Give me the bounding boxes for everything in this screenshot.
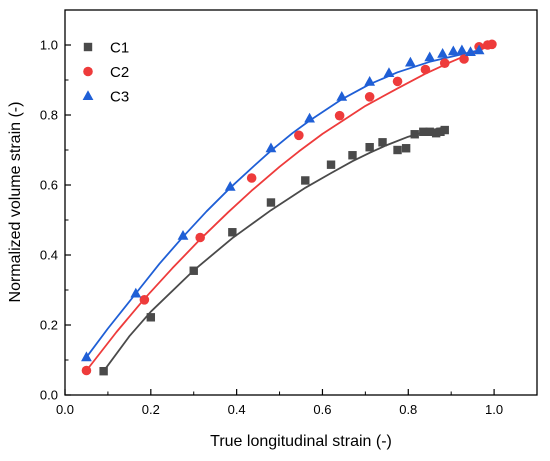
data-point-c3 [424,51,436,62]
legend-label-c2: C2 [110,64,129,81]
data-point-c2 [364,92,375,102]
fit-lines [85,43,495,372]
data-point-c1 [348,151,357,160]
data-point-c2 [487,39,497,50]
data-point-c1 [431,129,441,138]
y-axis-title: Normalized volume strain (-) [7,102,24,303]
data-point-c2 [81,365,92,376]
data-point-c2 [459,54,469,64]
data-point-c2 [139,295,150,305]
y-tick-label: 1.0 [40,38,58,53]
data-point-c3 [364,75,376,86]
y-tick-label: 0.2 [40,318,58,333]
legend-marker-c3 [82,90,94,100]
x-tick-label: 0.0 [56,402,74,417]
legend-marker-c1 [83,42,93,52]
data-point-c1 [301,176,310,185]
fit-line-c1 [102,126,445,372]
y-axis: 0.0 0.2 0.4 0.6 0.8 1.0 [40,38,71,403]
x-tick-label: 0.4 [228,402,246,417]
data-point-c2 [294,130,304,141]
legend-label-c1: C1 [110,40,129,57]
data-point-c3 [130,287,142,298]
y-tick-label: 0.8 [40,108,58,123]
data-point-c1 [146,313,156,322]
data-point-c1 [326,160,336,169]
data-point-c1 [440,125,449,135]
x-tick-label: 0.8 [399,402,417,417]
data-point-c1 [365,143,374,152]
data-point-c3 [336,91,348,101]
data-point-c1 [393,145,402,155]
x-tick-label: 1.0 [485,402,503,417]
y-tick-label: 0.4 [40,248,58,263]
data-point-c2 [334,110,345,121]
data-point-c3 [447,45,459,56]
fit-line-c2 [85,43,495,372]
data-point-c2 [392,76,403,87]
legend: C1 C2 C3 [82,40,129,106]
data-point-c3 [465,46,476,56]
data-point-c1 [99,367,108,376]
data-point-c3 [456,44,468,55]
data-point-c1 [266,198,276,207]
data-point-c1 [401,144,411,153]
data-point-c2 [420,64,431,75]
x-axis: 0.0 0.2 0.4 0.6 0.8 1.0 [56,389,503,417]
data-point-c2 [246,173,257,183]
data-points [81,39,497,376]
data-point-c1 [228,228,237,237]
x-axis-title: True longitudinal strain (-) [210,433,392,450]
plot-frame [64,9,538,396]
data-point-c3 [224,180,236,191]
y-tick-label: 0.6 [40,178,58,193]
data-point-c3 [473,44,485,55]
fit-line-c3 [85,49,480,358]
x-tick-label: 0.6 [313,402,331,417]
data-point-c2 [195,232,205,243]
x-tick-label: 0.2 [142,402,160,417]
data-point-c2 [439,58,450,68]
data-point-c3 [437,47,448,58]
data-point-c1 [378,138,387,147]
data-point-c3 [405,56,416,67]
data-point-c3 [304,112,315,123]
data-point-c3 [177,229,189,240]
data-point-c3 [265,142,277,153]
data-point-c1 [419,127,428,136]
legend-label-c3: C3 [110,89,129,106]
legend-marker-c2 [83,66,93,77]
data-point-c3 [383,67,395,77]
data-point-c1 [410,130,419,139]
data-point-c3 [81,351,92,362]
data-point-c1 [436,127,445,136]
data-point-c1 [189,266,198,275]
y-tick-label: 0.0 [40,388,58,403]
data-point-c1 [425,127,434,136]
